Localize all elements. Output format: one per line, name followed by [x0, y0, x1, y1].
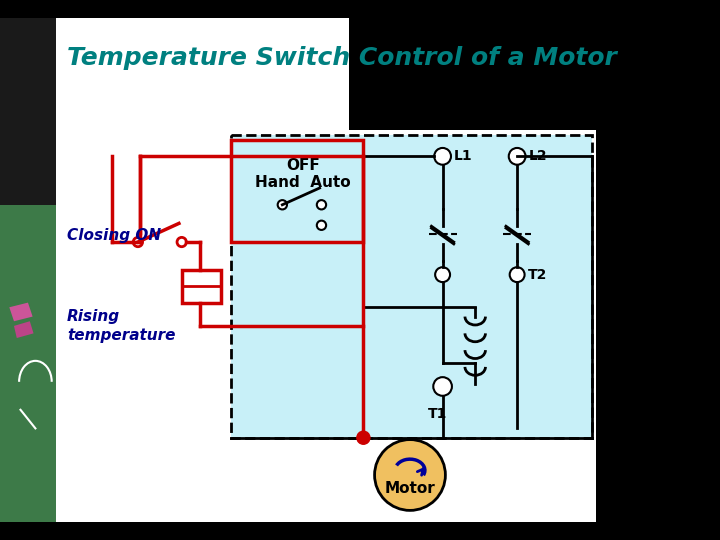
- Circle shape: [509, 148, 526, 165]
- Text: OFF: OFF: [286, 158, 320, 173]
- Bar: [0, 18, 56, 522]
- Polygon shape: [9, 302, 32, 321]
- Bar: [231, 139, 364, 242]
- Circle shape: [433, 377, 452, 396]
- Bar: [51, 18, 601, 522]
- Text: L2: L2: [528, 150, 547, 163]
- Polygon shape: [345, 18, 671, 126]
- Bar: [596, 18, 671, 522]
- Text: Rising
temperature: Rising temperature: [67, 308, 176, 343]
- Bar: [596, 18, 671, 522]
- Bar: [0, 18, 56, 205]
- Text: T2: T2: [528, 268, 548, 282]
- Text: T1: T1: [428, 407, 448, 421]
- Circle shape: [374, 440, 446, 510]
- Text: Hand  Auto: Hand Auto: [255, 175, 351, 190]
- Text: Motor: Motor: [384, 482, 436, 496]
- Circle shape: [278, 200, 287, 210]
- Circle shape: [357, 431, 370, 444]
- Circle shape: [317, 200, 326, 210]
- Circle shape: [510, 267, 525, 282]
- Bar: [349, 18, 596, 130]
- Bar: [231, 135, 592, 438]
- Text: L1: L1: [454, 150, 472, 163]
- Polygon shape: [14, 321, 34, 338]
- Circle shape: [317, 221, 326, 230]
- Circle shape: [434, 148, 451, 165]
- Bar: [596, 18, 671, 522]
- Bar: [181, 270, 221, 302]
- Text: Closing ON: Closing ON: [67, 228, 161, 243]
- Circle shape: [435, 267, 450, 282]
- Text: Temperature Switch Control of a Motor: Temperature Switch Control of a Motor: [67, 46, 617, 70]
- Bar: [231, 135, 592, 438]
